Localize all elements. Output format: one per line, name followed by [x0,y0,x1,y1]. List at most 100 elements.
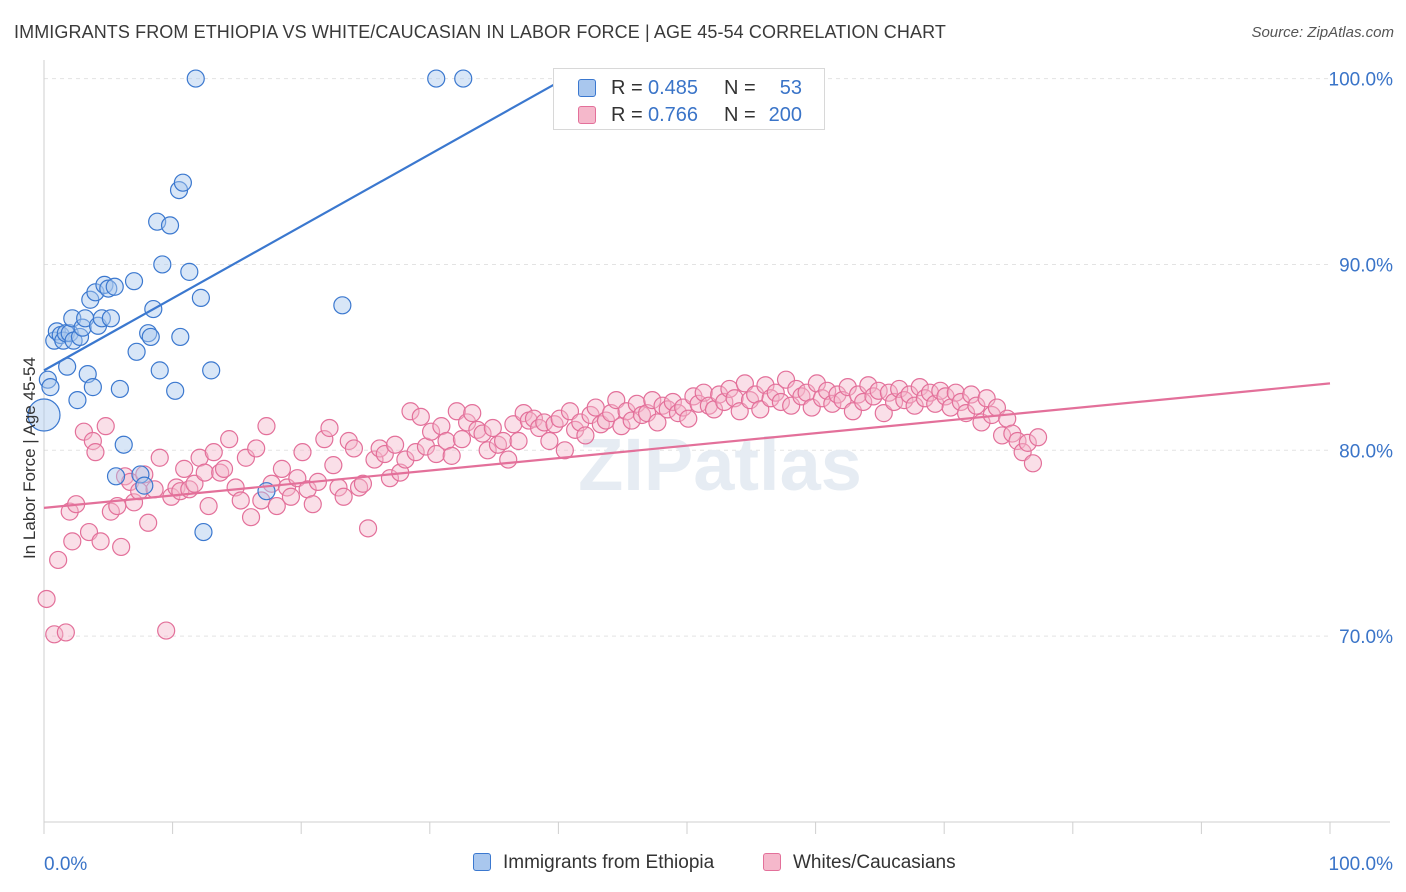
whites-point [1023,454,1043,473]
whites-point [370,439,389,458]
whites-point [293,443,312,462]
y-tick-label: 100.0% [1329,70,1394,91]
whites-point [838,378,857,397]
whites-point [427,444,446,464]
bottom-legend-swatch-pink [763,853,781,871]
whites-point [617,402,636,421]
legend-row-ethiopia: R = 0.485 N = 53 [554,75,824,101]
whites-point [859,376,878,395]
whites-point [37,589,56,609]
ethiopia-point [153,255,172,274]
whites-point [406,443,425,462]
ethiopia-point [173,173,192,192]
whites-point [247,439,266,458]
whites-point [49,550,68,570]
whites-point [946,383,965,402]
whites-point [895,391,914,410]
y-axis-label: In Labor Force | Age 45-54 [20,357,39,559]
ethiopia-point [171,327,190,347]
whites-point [385,435,405,454]
ethiopia-point [114,435,133,454]
ethiopia-point [41,378,60,397]
whites-point [483,418,502,438]
whites-point [272,459,292,478]
whites-point [735,374,754,393]
whites-point [375,444,394,464]
ethiopia-point [150,361,169,380]
whites-point [56,623,75,642]
whites-point [854,392,873,412]
correlation-legend: R = 0.485 N = 53 R = 0.766 N = 200 [553,68,825,130]
whites-point [622,411,641,430]
bottom-legend-swatch-blue [473,853,491,871]
whites-point [977,389,996,408]
whites-point [509,431,528,451]
whites-point [874,404,893,423]
whites-point [828,385,847,404]
ethiopia-point [63,309,82,328]
legend-r-label: R = [611,77,643,99]
whites-point [823,394,842,413]
whites-point [740,391,760,410]
bottom-legend-whites: Whites/Caucasians [763,852,956,874]
whites-point [910,378,929,397]
whites-point [175,459,194,478]
whites-point [96,417,115,436]
whites-point [1028,428,1048,447]
source-note: Source: ZipAtlas.com [1251,24,1394,41]
whites-point [560,402,580,421]
whites-point [802,398,821,417]
whites-point [766,383,785,402]
whites-point [411,407,430,426]
whites-point [320,418,339,438]
legend-swatch-blue [578,79,596,97]
whites-point [643,391,662,410]
y-tick-label: 70.0% [1339,627,1393,648]
whites-point [267,496,286,516]
whites-point [45,625,64,644]
legend-row-whites: R = 0.766 N = 200 [554,102,824,128]
whites-point [241,508,261,527]
whites-point [555,441,574,460]
whites-point [524,409,544,428]
ethiopia-point [427,69,446,88]
ethiopia-point [106,467,126,486]
ethiopia-point [180,262,199,281]
whites-point [540,431,559,451]
whites-point [324,456,343,475]
whites-point [442,446,461,465]
whites-point [396,450,415,469]
whites-point [915,389,935,408]
whites-point [499,450,518,469]
whites-point [401,402,420,421]
whites-point [204,443,223,462]
ethiopia-point [191,288,210,307]
ethiopia-point [454,69,473,88]
whites-point [668,404,688,423]
ethiopia-point [333,296,352,315]
ethiopia-point [27,398,61,432]
whites-point [776,370,796,389]
whites-point [353,474,373,493]
whites-point [627,394,646,413]
bottom-legend-ethiopia: Immigrants from Ethiopia [473,852,714,874]
ethiopia-point [160,216,180,235]
whites-point [545,415,564,434]
ethiopia-point [127,342,146,361]
whites-point [112,537,131,557]
whites-point [648,413,667,432]
legend-r-value: 0.485 [648,77,699,99]
whites-point [139,513,158,532]
whites-point [679,409,698,428]
legend-n-value: 53 [779,77,802,99]
whites-point [473,424,492,443]
whites-point [236,448,256,467]
legend-n-label: N = [724,104,756,126]
whites-point [365,450,384,469]
ethiopia-point [105,277,124,296]
whites-point [751,400,770,419]
whites-point [220,430,239,449]
whites-point [967,396,986,415]
y-tick-label: 90.0% [1339,255,1393,276]
